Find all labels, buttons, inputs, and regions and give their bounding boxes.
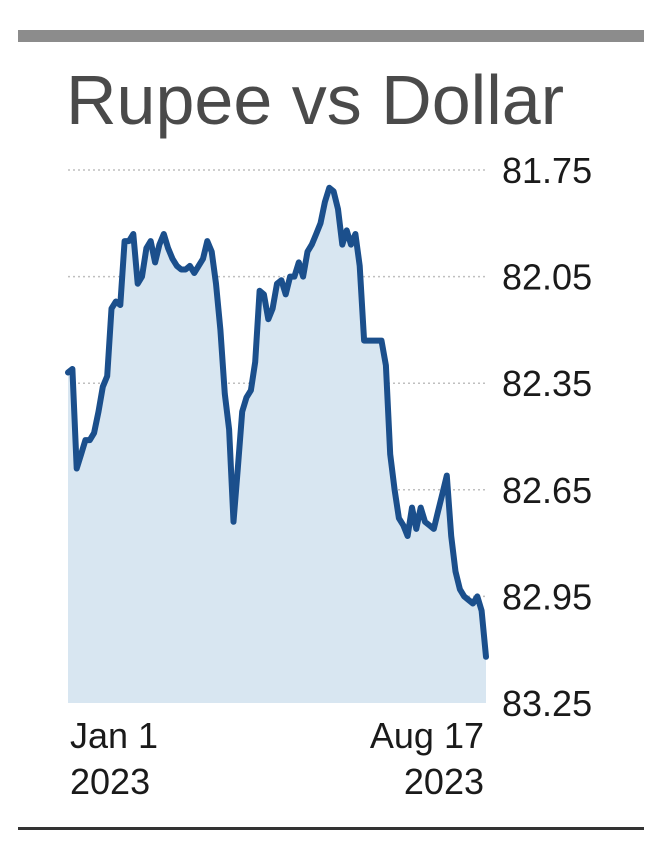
x-end-year: 2023 [403,761,484,802]
x-start-year: 2023 [70,761,151,802]
bottom-rule [18,827,644,830]
x-end-date: Aug 17 [369,715,484,756]
y-tick-label: 81.75 [502,150,592,191]
y-tick-label: 82.35 [502,363,592,404]
top-rule [18,30,644,42]
y-tick-label: 83.25 [502,683,592,724]
area-fill [68,187,486,704]
x-start-date: Jan 1 [70,715,159,756]
y-tick-label: 82.95 [502,576,592,617]
chart-title: Rupee vs Dollar [66,61,564,139]
y-tick-label: 82.65 [502,470,592,511]
series-line [65,184,489,660]
y-tick-label: 82.05 [502,257,592,298]
y-tick-labels: 81.75 82.05 82.35 82.65 82.95 83.25 [502,150,592,724]
